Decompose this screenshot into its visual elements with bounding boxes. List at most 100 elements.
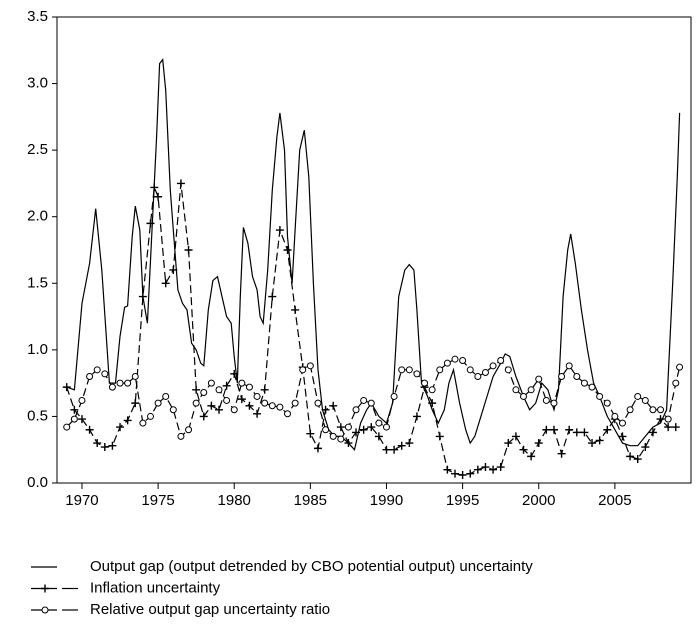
plus-marker: [641, 443, 650, 452]
circle-marker: [299, 366, 307, 374]
plus-marker: [70, 405, 79, 414]
circle-marker: [169, 406, 177, 414]
plus-marker: [428, 399, 437, 408]
circle-marker: [649, 406, 657, 414]
circle-marker: [588, 383, 596, 391]
plus-marker: [390, 445, 399, 454]
x-tick-label: 1995: [446, 492, 479, 509]
circle-marker: [634, 392, 642, 400]
plus-marker: [603, 425, 612, 434]
plus-marker: [595, 436, 604, 445]
plus-marker: [222, 381, 231, 390]
plus-marker: [100, 443, 109, 452]
circle-marker: [672, 379, 680, 387]
circle-marker: [436, 366, 444, 374]
circle-marker: [344, 423, 352, 431]
plus-marker: [85, 425, 94, 434]
plus-marker: [451, 469, 460, 478]
y-tick-label: 3.0: [27, 75, 48, 92]
circle-marker: [565, 362, 573, 370]
x-tick-label: 2005: [598, 492, 631, 509]
plus-marker: [435, 432, 444, 441]
plus-marker: [664, 423, 673, 432]
plus-marker: [321, 405, 330, 414]
plus-marker: [618, 432, 627, 441]
circle-marker: [215, 386, 223, 394]
circle-marker: [657, 406, 665, 414]
plus-marker: [374, 432, 383, 441]
circle-marker: [512, 386, 520, 394]
circle-marker: [177, 432, 185, 440]
circle-marker: [78, 396, 86, 404]
plus-marker: [245, 401, 254, 410]
circle-marker: [603, 399, 611, 407]
plus-marker: [215, 405, 224, 414]
circle-marker: [474, 372, 482, 380]
plus-marker: [207, 401, 216, 410]
plus-marker: [367, 423, 376, 432]
circle-marker: [550, 399, 558, 407]
circle-marker: [542, 396, 550, 404]
plus-marker: [283, 246, 292, 254]
y-tick-label: 2.5: [27, 141, 48, 158]
plus-marker: [648, 428, 657, 437]
circle-marker: [664, 415, 672, 423]
plus-marker: [549, 425, 558, 434]
plus-marker: [260, 385, 269, 394]
circle-marker: [573, 372, 581, 380]
circle-marker: [238, 379, 246, 387]
plus-marker: [671, 423, 680, 432]
plus-marker: [626, 452, 635, 461]
plus-marker: [169, 265, 178, 274]
plus-marker: [397, 441, 406, 450]
circle-marker: [611, 412, 619, 420]
plus-marker: [237, 395, 246, 404]
plus-marker: [542, 425, 551, 434]
circle-marker: [70, 415, 78, 423]
circle-marker: [261, 399, 269, 407]
plot-frame: [56, 16, 692, 484]
circle-marker: [146, 412, 154, 420]
circle-marker: [116, 379, 124, 387]
circle-marker: [405, 366, 413, 374]
plus-marker: [268, 292, 277, 301]
plus-marker: [161, 279, 170, 288]
x-tick-label: 1980: [218, 492, 251, 509]
circle-marker: [481, 368, 489, 376]
circle-marker: [527, 386, 535, 394]
circle-marker: [253, 392, 261, 400]
plus-marker: [534, 439, 543, 448]
x-tick-label: 1970: [65, 492, 98, 509]
y-tick-label: 0.5: [27, 407, 48, 424]
circle-marker: [223, 396, 231, 404]
plus-marker: [496, 463, 505, 472]
plus-marker: [519, 445, 528, 454]
plus-marker: [123, 416, 132, 425]
legend-label: Relative output gap uncertainty ratio: [90, 601, 330, 618]
plus-marker: [138, 292, 147, 301]
circle-marker: [497, 357, 505, 365]
plus-marker: [176, 179, 185, 188]
circle-marker: [139, 419, 147, 427]
circle-marker: [580, 379, 588, 387]
circle-marker: [314, 399, 322, 407]
legend-label: Output gap (output detrended by CBO pote…: [90, 558, 533, 575]
plus-marker: [352, 428, 361, 437]
plus-marker: [656, 415, 665, 424]
x-tick-label: 1975: [141, 492, 174, 509]
circle-marker: [558, 372, 566, 380]
plus-marker: [41, 584, 49, 593]
plus-marker: [253, 409, 262, 418]
circle-marker: [459, 357, 467, 365]
plus-marker: [199, 412, 208, 421]
circle-marker: [382, 423, 390, 431]
circle-marker: [421, 379, 429, 387]
circle-marker: [398, 366, 406, 374]
plus-marker: [565, 425, 574, 434]
series-line: [66, 58, 681, 451]
plus-marker: [443, 465, 452, 474]
plus-marker: [108, 441, 117, 450]
circle-marker: [192, 399, 200, 407]
circle-marker: [360, 396, 368, 404]
